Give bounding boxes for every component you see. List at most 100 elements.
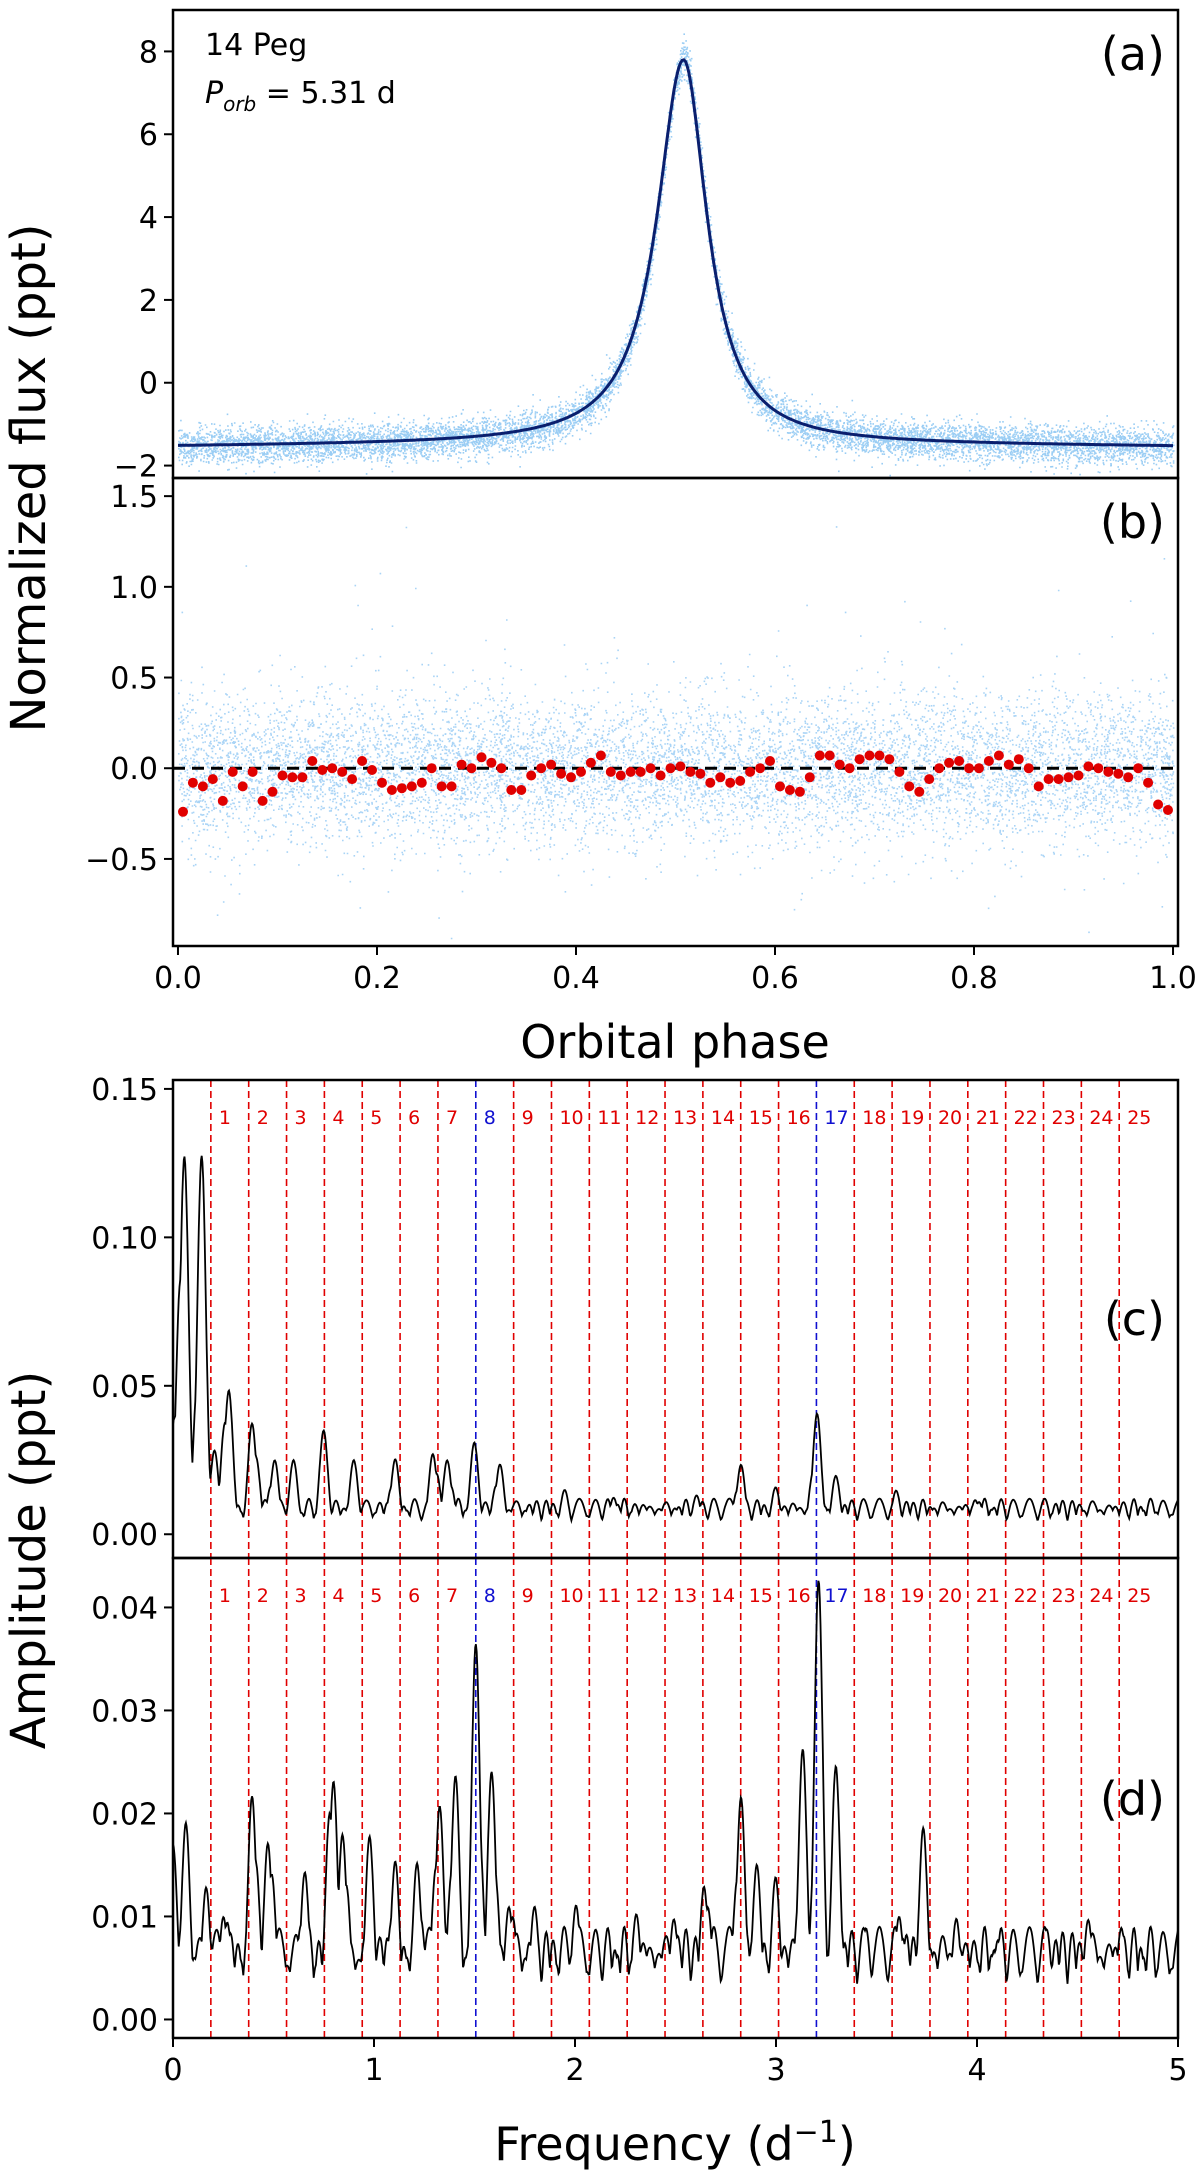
panel-c-harmonic-label: 9 (522, 1107, 534, 1129)
panel-c-harmonics: 1 2 3 4 5 6 7 8 9 10 11 12 13 14 15 16 17 18 19 20 21 22 23 24 2… (210, 1080, 1151, 1558)
panel-d-xtick-label: 2 (565, 2053, 584, 2088)
panel-b-ytick-label: 0.0 (110, 752, 158, 787)
binned-point (257, 795, 268, 806)
binned-point (1093, 763, 1104, 774)
binned-point (854, 754, 865, 765)
panel-c-harmonic-label: 15 (749, 1107, 773, 1129)
panel-d-harmonic-label: 6 (408, 1585, 420, 1607)
binned-point (1073, 770, 1084, 781)
binned-point (1043, 774, 1054, 785)
panel-d-harmonic-label: 23 (1052, 1585, 1076, 1607)
binned-point (307, 756, 318, 766)
binned-point (904, 781, 915, 792)
panel-d-xticks: 0 1 2 3 4 5 (163, 2038, 1188, 2088)
panel-c-harmonic-label: 25 (1127, 1107, 1151, 1129)
panel-b-ytick-label: 1.5 (110, 480, 158, 515)
panel-d-harmonic-label: 12 (635, 1585, 659, 1607)
binned-point (496, 763, 507, 774)
binned-point (595, 750, 606, 761)
panel-d-harmonic-label: 4 (332, 1585, 344, 1607)
binned-point (914, 786, 925, 797)
panel-a-ytick-label: 4 (139, 201, 158, 236)
binned-point (655, 770, 666, 781)
binned-point (715, 772, 726, 783)
panel-c-harmonic-label: 23 (1052, 1107, 1076, 1129)
panel-b-binned-points (178, 750, 1173, 817)
panel-d-harmonic-label: 14 (711, 1585, 735, 1607)
binned-point (516, 785, 527, 795)
binned-point (446, 781, 457, 792)
panel-d-harmonic-label: 8 (484, 1585, 496, 1607)
panel-b-xtick-label: 0.0 (154, 961, 202, 996)
panel-c-harmonic-label: 22 (1014, 1107, 1038, 1129)
panel-c-harmonic-label: 14 (711, 1107, 735, 1129)
panel-a-data-points (178, 33, 1175, 477)
panel-c-ytick-label: 0.10 (91, 1221, 158, 1256)
panel-d-harmonic-label: 10 (559, 1585, 583, 1607)
binned-point (924, 774, 935, 785)
binned-point (864, 750, 875, 761)
panel-d-ytick-label: 0.01 (91, 1900, 158, 1935)
binned-point (416, 777, 427, 788)
panel-b: −0.50.00.51.01.5 0.0 0.2 0.4 0.6 0.8 1.0 (b) … (85, 476, 1197, 1069)
binned-point (337, 766, 348, 777)
binned-point (605, 766, 616, 777)
binned-point (207, 774, 218, 785)
binned-point (824, 750, 835, 761)
binned-point (1033, 781, 1044, 792)
binned-point (944, 757, 955, 768)
binned-point (347, 774, 358, 785)
panel-c-harmonic-label: 21 (976, 1107, 1000, 1129)
binned-point (685, 766, 696, 777)
panel-a-scatter (178, 33, 1175, 477)
binned-point (804, 772, 815, 783)
binned-point (227, 766, 238, 777)
xlabel-frequency: Frequency (d−1) (494, 2115, 856, 2171)
panel-a-ytick-label: −2 (114, 450, 158, 485)
binned-point (426, 763, 437, 774)
panel-d-label: (d) (1100, 1772, 1165, 1826)
binned-point (1063, 772, 1074, 783)
binned-point (466, 763, 477, 774)
panel-d-harmonic-label: 11 (597, 1585, 621, 1607)
panel-c-harmonic-label: 3 (295, 1107, 307, 1129)
binned-point (1113, 768, 1124, 779)
panel-c-ytick-label: 0.15 (91, 1073, 158, 1108)
panel-c-harmonic-label: 12 (635, 1107, 659, 1129)
binned-point (1123, 772, 1134, 783)
binned-point (974, 763, 984, 774)
binned-point (367, 765, 377, 775)
binned-point (745, 766, 756, 777)
star-label: 14 Peg (205, 28, 307, 63)
binned-point (546, 759, 557, 770)
panel-c-harmonic-label: 5 (370, 1107, 382, 1129)
binned-point (964, 763, 974, 774)
panel-b-xtick-label: 0.4 (552, 961, 600, 996)
panel-c-harmonic-label: 11 (597, 1107, 621, 1129)
binned-point (675, 761, 686, 772)
panel-b-xtick-label: 1.0 (1149, 961, 1197, 996)
panel-d-harmonic-label: 5 (370, 1585, 382, 1607)
panel-a-ytick-label: 8 (139, 35, 158, 70)
panel-d-harmonic-label: 25 (1127, 1585, 1151, 1607)
binned-point (247, 766, 258, 777)
panel-d-harmonic-label: 18 (862, 1585, 886, 1607)
binned-point (934, 763, 945, 774)
binned-point (1103, 766, 1114, 777)
panel-d-harmonic-label: 3 (295, 1585, 307, 1607)
panel-a-label: (a) (1101, 27, 1165, 81)
panel-d-ytick-label: 0.04 (91, 1591, 158, 1626)
binned-point (585, 757, 596, 768)
panel-c-harmonic-label: 8 (484, 1107, 496, 1129)
panel-c-harmonic-label: 1 (219, 1107, 231, 1129)
binned-point (386, 785, 397, 795)
binned-point (327, 763, 338, 774)
binned-point (357, 756, 368, 766)
panel-c-harmonic-label: 19 (900, 1107, 924, 1129)
binned-point (317, 765, 328, 775)
binned-point (267, 786, 278, 797)
panel-a-ytick-label: 2 (139, 284, 158, 319)
binned-point (556, 768, 567, 779)
binned-point (755, 763, 766, 774)
panel-b-ytick-label: 1.0 (110, 571, 158, 606)
